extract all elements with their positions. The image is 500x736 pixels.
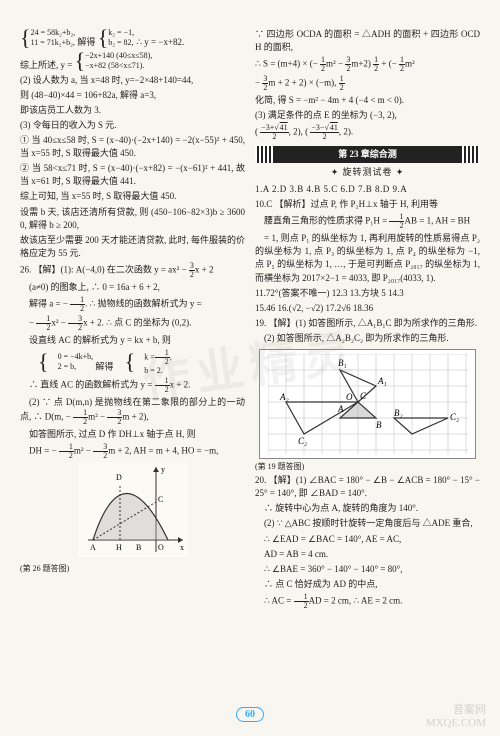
text-line: (3) 令每日的收入为 S 元. (20, 119, 245, 132)
equation-system-1: {24 = 58k₂+b₂,11 = 71k₂+b₂, 解得 {k₂ = −1,… (20, 28, 245, 49)
text-line: 解得 a = − 12. ∴ 抛物线的函数解析式为 y = (20, 296, 245, 313)
svg-text:B₁: B₁ (338, 358, 347, 368)
text-line: ∴ S = (m+4) × (− 12m² − 32m+2) 12 + (− 1… (255, 56, 480, 73)
svg-text:B: B (376, 420, 382, 430)
text-line: 综上可知, 当 x=55 时, S 取得最大值 450. (20, 190, 245, 203)
text-line: (2) ∵ △ABC 按顺时针旋转一定角度后与 △ADE 重合, (255, 517, 480, 530)
svg-text:O: O (346, 392, 353, 402)
text-line: AD = AB = 4 cm. (255, 548, 480, 561)
q20-line: 20. 【解】(1) ∠BAC = 180° − ∠B − ∠ACB = 180… (255, 474, 480, 500)
right-column: ∵ 四边形 OCDA 的面积 = △ADH 的面积 + 四边形 OCDH 的面积… (255, 28, 480, 612)
fig19-caption: (第 19 题答图) (255, 461, 480, 473)
text-line: ∴ 点 C 恰好成为 AD 的中点, (255, 578, 480, 591)
svg-text:O: O (158, 543, 164, 552)
text-line: (2) 设人数为 a, 当 x=48 时, y=−2×48+140=44, (20, 74, 245, 87)
text-line: 15.46 16.(√2, −√2) 17.2√6 18.36 (255, 302, 480, 315)
svg-text:A: A (337, 404, 344, 414)
text-line: DH = − 12m² − 32m + 2, AH = m + 4, HO = … (20, 443, 245, 460)
chapter-banner: 第 23 章综合测 (255, 146, 480, 163)
svg-text:A: A (90, 543, 96, 552)
q26-line: 26. 【解】(1): A(−4,0) 在二次函数 y = ax² − 32x … (20, 262, 245, 279)
equation-system-3: {0 = −4k+b,2 = b, 解得 { k =12, b = 2. (20, 349, 245, 376)
text-line: ∴ ∠EAD = ∠BAC = 140°, AE = AC, (255, 533, 480, 546)
svg-text:A₂: A₂ (279, 392, 289, 402)
text-line: ② 当 58<x≤71 时, S = (x−40)·(−x+82) = −(x−… (20, 162, 245, 188)
q10-line: 10.C 【解析】过点 P, 作 P₁H⊥x 轴于 H, 利用等 (255, 198, 480, 211)
text-line: 设需 b 天, 该店还清所有贷款, 则 (450−106−82×3)b ≥ 36… (20, 206, 245, 232)
text-line: 则 (48−40)×44 = 106+82a, 解得 a=3, (20, 89, 245, 102)
svg-text:D: D (116, 473, 122, 482)
text-line: ∴ AC = 12AD = 2 cm, ∴ AE = 2 cm. (255, 593, 480, 610)
svg-text:y: y (161, 465, 165, 474)
sub-banner: ✦ 旋转测试卷 ✦ (255, 166, 480, 179)
text-line: ① 当 40≤x≤58 时, S = (x−40)·(−2x+140) = −2… (20, 134, 245, 160)
svg-text:C₂: C₂ (450, 412, 459, 422)
text-line: − 32m + 2 + 2) × (−m), 12 (255, 75, 480, 92)
figure-19: B₁ A₁ C A B O A₂ C₂ B₂ C₂ (259, 349, 476, 459)
text-line: 化简, 得 S = −m² − 4m + 4 (−4 < m < 0). (255, 94, 480, 107)
text-line: (2) ∵ 点 D(m,n) 是抛物线在第二象限的部分上的一动点, ∴ D(m,… (20, 396, 245, 426)
watermark-site: 音案网MXQE.COM (426, 704, 486, 730)
q19-line: 19. 【解】(1) 如答图所示, △A₁B₁C 即为所求作的三角形. (255, 317, 480, 330)
svg-text:x: x (180, 543, 184, 552)
text-line: (a≠0) 的图象上, ∴ 0 = 16a + 6 + 2, (20, 281, 245, 294)
text-line: 即该店员工人数为 3. (20, 104, 245, 117)
text-line: 综上所述, y = {−2x+140 (40≤x≤58),−x+82 (58<x… (20, 51, 245, 72)
text-line: ( −3+√412, 2), ( −3−√412, 2). (255, 124, 480, 141)
svg-text:C: C (158, 495, 163, 504)
fig26-svg: x y O A H B D C (78, 462, 188, 557)
svg-text:C: C (360, 391, 367, 401)
text-line: ∴ ∠BAE = 360° − 140° − 140° = 80°, (255, 563, 480, 576)
page-columns: {24 = 58k₂+b₂,11 = 71k₂+b₂, 解得 {k₂ = −1,… (20, 28, 480, 612)
page-number: 60 (236, 708, 264, 723)
text-line: 故该店至少需要 200 天才能还清贷款, 此时, 每件服装的价格应定为 55 元… (20, 234, 245, 260)
left-column: {24 = 58k₂+b₂,11 = 71k₂+b₂, 解得 {k₂ = −1,… (20, 28, 245, 612)
text-line: 腰直角三角形的性质求得 P₁H = 12AB = 1, AH = BH (255, 213, 480, 230)
text-line: 如答图所示, 过点 D 作 DH⊥x 轴于点 H, 则 (20, 428, 245, 441)
svg-text:B: B (136, 543, 141, 552)
fig26-caption: (第 26 题答图) (20, 563, 245, 575)
answer-line: 1.A 2.D 3.B 4.B 5.C 6.D 7.B 8.D 9.A (255, 183, 480, 196)
text-line: (3) 满足条件的点 E 的坐标为 (−3, 2), (255, 109, 480, 122)
text-line: ∵ 四边形 OCDA 的面积 = △ADH 的面积 + 四边形 OCDH 的面积… (255, 28, 480, 54)
text-line: − 12x² − 32x + 2. ∴ 点 C 的坐标为 (0,2). (20, 315, 245, 332)
text-line: = 1, 则点 P₁ 的纵坐标为 1, 再利用旋转的性质易得点 P₂ 的纵坐标为… (255, 232, 480, 284)
svg-text:B₂: B₂ (394, 408, 403, 418)
fig19-svg: B₁ A₁ C A B O A₂ C₂ B₂ C₂ (268, 354, 468, 454)
svg-text:A₁: A₁ (377, 376, 387, 386)
text-line: 11.72°(答案不唯一) 12.3 13.方块 5 14.3 (255, 287, 480, 300)
text-line: (2) 如答图所示, △A₂B₂C₂ 即为所求作的三角形. (255, 332, 480, 345)
text-line: 设直线 AC 的解析式为 y = kx + b, 则 (20, 334, 245, 347)
text-line: ∴ 旋转中心为点 A, 旋转的角度为 140°. (255, 502, 480, 515)
svg-text:H: H (116, 543, 122, 552)
svg-text:C₂: C₂ (298, 436, 307, 446)
text-line: ∴ 直线 AC 的函数解析式为 y = 12x + 2. (20, 377, 245, 394)
figure-26: x y O A H B D C (第 26 题答图) (20, 462, 245, 574)
